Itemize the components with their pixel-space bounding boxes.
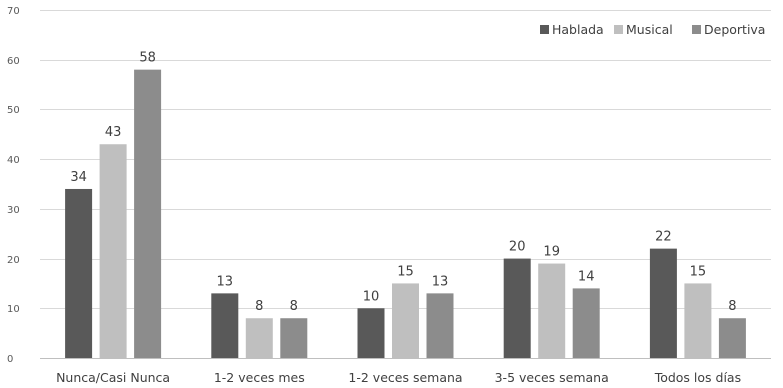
bar-deportiva-3 [572, 288, 600, 358]
bar-musical-4 [684, 283, 712, 358]
data-label: 20 [509, 240, 526, 255]
bar-hablada-1 [211, 293, 239, 358]
legend-label-deportiva: Deportiva [704, 22, 765, 37]
y-tick-label: 50 [7, 105, 20, 116]
y-axis-ticks: 0 10 20 30 40 50 60 70 [7, 6, 20, 365]
y-tick-label: 70 [7, 6, 20, 17]
data-label: 8 [290, 299, 298, 314]
data-label: 13 [432, 274, 449, 289]
bars [65, 69, 746, 359]
legend-swatch-deportiva [692, 25, 701, 34]
bar-hablada-4 [649, 248, 677, 358]
bar-deportiva-2 [426, 293, 454, 358]
category-label: Todos los días [654, 370, 741, 385]
legend: Hablada Musical Deportiva [540, 22, 765, 37]
legend-label-musical: Musical [626, 22, 673, 37]
data-label: 43 [105, 125, 122, 140]
bar-deportiva-0 [134, 69, 162, 359]
data-label: 15 [397, 264, 414, 279]
bar-deportiva-4 [718, 318, 746, 358]
bar-musical-1 [245, 318, 273, 358]
y-tick-label: 60 [7, 56, 20, 67]
x-axis-categories: Nunca/Casi Nunca 1-2 veces mes 1-2 veces s… [56, 370, 741, 385]
data-label: 15 [690, 264, 707, 279]
data-label: 58 [139, 51, 156, 66]
bar-hablada-0 [65, 188, 93, 358]
gridlines [40, 10, 771, 359]
y-tick-label: 40 [7, 155, 20, 166]
y-tick-label: 10 [7, 304, 20, 315]
category-label: 1-2 veces semana [348, 370, 462, 385]
bar-hablada-3 [503, 258, 531, 358]
bar-musical-0 [99, 144, 127, 358]
category-label: 3-5 veces semana [495, 370, 609, 385]
category-label: 1-2 veces mes [214, 370, 305, 385]
data-label: 10 [363, 289, 380, 304]
data-label: 8 [255, 299, 263, 314]
y-tick-label: 0 [7, 354, 13, 365]
category-label: Nunca/Casi Nunca [56, 370, 170, 385]
data-label: 13 [217, 274, 234, 289]
bar-musical-2 [392, 283, 419, 358]
bar-musical-3 [538, 263, 566, 358]
data-label: 22 [655, 230, 672, 245]
y-tick-label: 30 [7, 205, 20, 216]
data-label: 34 [70, 170, 87, 185]
y-tick-label: 20 [7, 255, 20, 266]
legend-swatch-musical [614, 25, 623, 34]
legend-label-hablada: Hablada [552, 22, 604, 37]
data-label: 14 [578, 269, 595, 284]
legend-swatch-hablada [540, 25, 549, 34]
data-labels: 34 43 58 13 8 8 10 15 13 20 19 14 22 15 8 [70, 51, 736, 315]
bar-deportiva-1 [280, 318, 308, 358]
data-label: 8 [728, 299, 736, 314]
bar-hablada-2 [357, 308, 385, 358]
data-label: 19 [543, 245, 560, 260]
